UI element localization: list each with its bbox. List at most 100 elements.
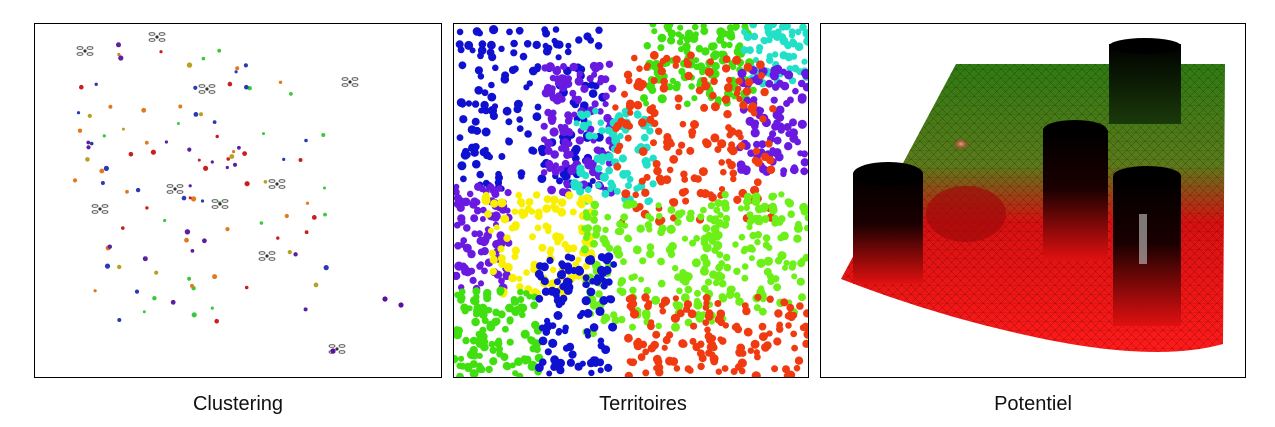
territory-dot [547,185,556,195]
territory-dot [733,47,743,57]
cluster-dot [170,299,176,305]
territory-dot [648,215,655,222]
territory-dot [736,95,743,102]
territory-dot [531,320,540,330]
territory-dot [476,262,484,270]
territory-dot [459,115,468,124]
territory-dot [479,216,486,222]
territory-dot [583,32,592,41]
territory-dot [487,40,496,50]
territory-dot [672,55,681,64]
territory-dot [735,297,744,306]
territory-dot [704,67,714,77]
territory-dot [530,301,538,310]
territory-dot [600,317,608,325]
territory-dot [718,279,727,288]
territory-dot [550,363,558,372]
territory-dot [627,294,637,304]
territory-dot [495,337,502,344]
territory-dot [699,266,709,276]
cluster-dot [86,145,91,150]
territory-dot [681,235,689,242]
territory-dot [721,42,728,49]
cluster-dot [87,113,92,118]
territory-dot [457,296,465,304]
territory-dot [574,362,583,371]
cluster-dot [145,206,149,210]
territory-dot [608,84,617,93]
territory-dot [738,233,746,241]
territory-dot [613,187,621,195]
territory-dot [791,344,798,352]
territory-dot [488,249,496,257]
territory-dot [693,235,701,242]
territory-dot [652,330,661,339]
territory-dot [774,309,783,318]
territory-dot [620,258,627,266]
territory-dot [581,172,589,179]
territory-dot [555,40,564,49]
territory-dot [721,95,731,104]
cluster-dot [104,263,111,269]
cluster-dot [184,237,189,243]
cluster-dot [102,134,106,138]
territory-dot [657,44,665,52]
territory-dot [793,234,802,243]
territory-dot [495,170,502,178]
territory-dot [701,284,709,293]
territory-dot [569,244,578,253]
territory-dot [801,150,808,158]
territory-dot [646,249,655,259]
territory-dot [688,132,696,139]
territory-dot [454,183,460,190]
territory-dot [772,51,779,58]
cluster-dot [244,285,249,290]
territory-dot [540,277,549,286]
territory-dot [793,223,803,233]
territoires-scatter [454,24,808,377]
territory-dot [552,26,560,33]
territory-dot [638,147,648,156]
territory-dot [706,214,714,223]
territory-dot [513,99,523,109]
potentiel-surface [841,38,1225,352]
cluster-dot [190,249,195,253]
territory-dot [643,173,651,181]
territory-dot [454,221,461,229]
territory-dot [771,122,780,131]
territory-dot [733,267,741,275]
cluster-dot [117,318,122,322]
territory-dot [470,148,479,157]
territory-dot [656,212,663,220]
territory-dot [723,110,732,119]
cluster-dot [141,107,147,113]
territory-dot [764,28,772,36]
territory-dot [497,245,505,253]
territory-dot [717,336,724,343]
cluster-dot [210,306,214,310]
cluster-dot [76,111,81,115]
cluster-dot [89,141,94,146]
territory-dot [675,31,682,38]
territory-dot [710,77,718,86]
territory-dot [501,71,510,80]
territory-dot [704,278,713,286]
territory-dot [671,322,680,332]
cluster-dot [163,218,167,223]
territory-dot [489,346,497,354]
cluster-dot [330,348,336,354]
cluster-dot [284,213,289,219]
territory-dot [750,339,760,349]
territory-dot [657,67,666,76]
territory-dot [506,338,514,346]
territory-dot [657,33,667,43]
territory-dot [674,218,682,226]
territory-dot [625,182,632,190]
territory-dot [566,358,575,367]
territory-dot [493,224,500,231]
territory-dot [642,348,650,356]
territory-dot [508,224,516,232]
territory-dot [792,87,799,95]
territory-dot [555,329,562,336]
cluster-dot [243,63,248,68]
